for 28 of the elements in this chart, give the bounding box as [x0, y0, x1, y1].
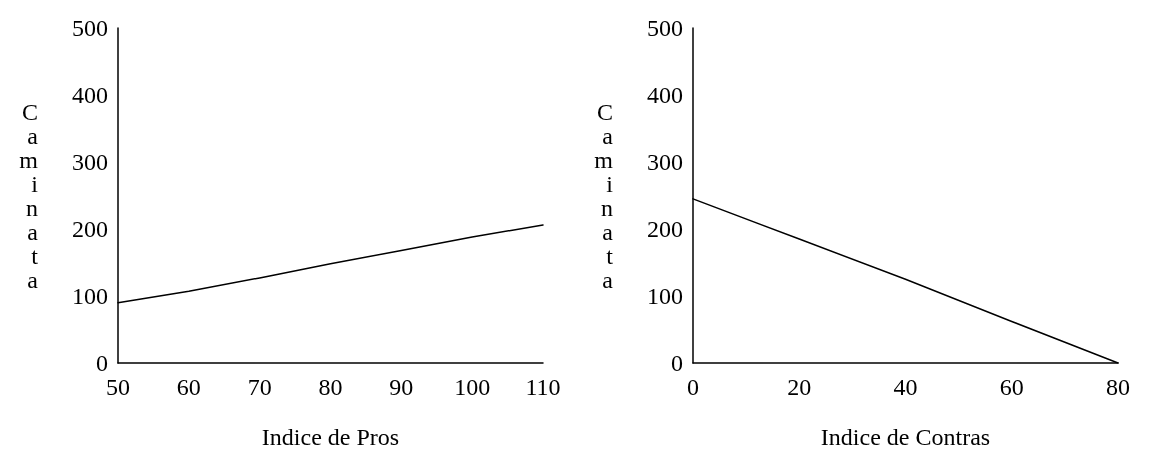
y-tick-label: 200 — [647, 216, 683, 242]
x-tick-label: 50 — [106, 374, 130, 400]
y-tick-label: 500 — [647, 15, 683, 41]
x-tick-label: 60 — [999, 374, 1024, 400]
x-axis-title: Indice de Pros — [261, 424, 400, 450]
y-axis-title: Caminata — [594, 98, 614, 293]
y-tick-label: 500 — [72, 15, 108, 41]
y-tick-label: 0 — [96, 350, 108, 376]
x-tick-label: 70 — [247, 374, 272, 400]
x-tick-label: 20 — [787, 374, 812, 400]
x-tick-label: 110 — [525, 374, 561, 400]
y-tick-label: 300 — [647, 149, 683, 175]
y-tick-label: 100 — [647, 283, 683, 309]
y-tick-label: 400 — [72, 82, 108, 108]
x-tick-label: 60 — [176, 374, 201, 400]
y-tick-label: 200 — [72, 216, 108, 242]
y-tick-label: 300 — [72, 149, 108, 175]
x-axis-title: Indice de Contras — [820, 424, 991, 450]
y-tick-label: 400 — [647, 82, 683, 108]
x-tick-label: 90 — [389, 374, 414, 400]
x-tick-label: 0 — [687, 374, 699, 400]
x-tick-label: 80 — [318, 374, 343, 400]
x-tick-label: 40 — [893, 374, 918, 400]
x-tick-label: 100 — [454, 374, 491, 400]
y-tick-label: 100 — [72, 283, 108, 309]
y-axis-title: Caminata — [19, 98, 39, 293]
y-tick-label: 0 — [671, 350, 683, 376]
x-tick-label: 80 — [1106, 374, 1130, 400]
